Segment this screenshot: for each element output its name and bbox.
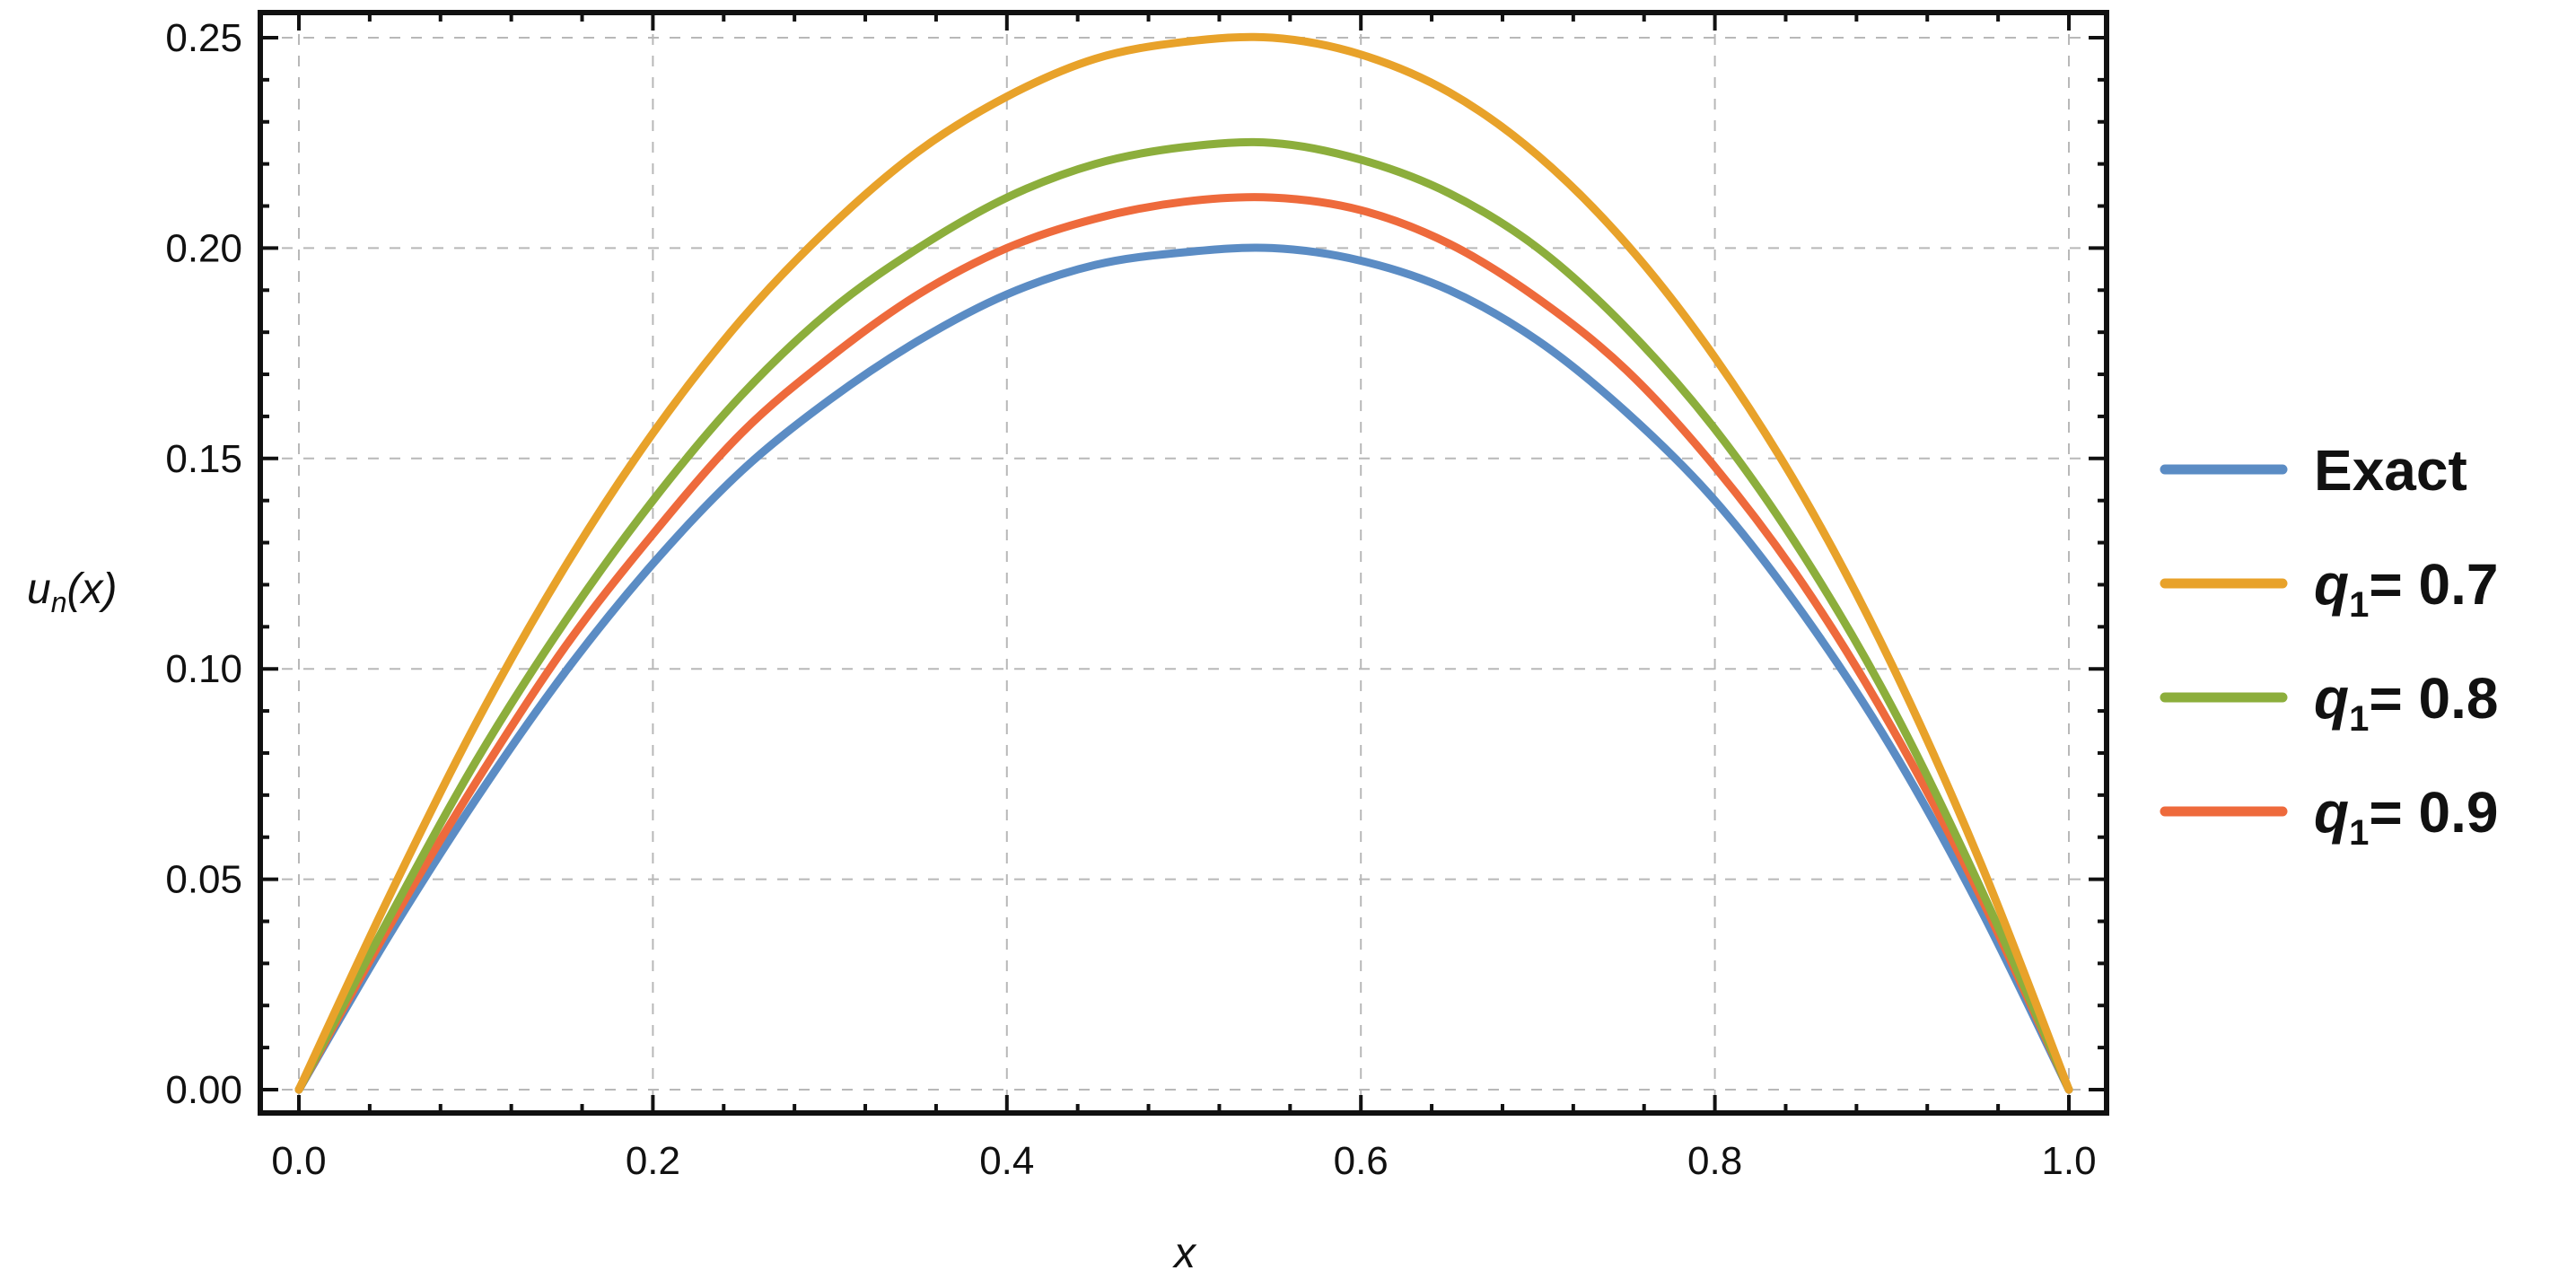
y-tick-label: 0.25: [165, 16, 242, 60]
x-tick-label: 1.0: [2041, 1139, 2096, 1183]
y-tick-label: 0.00: [165, 1068, 242, 1112]
x-tick-label: 0.2: [626, 1139, 680, 1183]
series-line-q1-0-8: [294, 137, 2073, 1094]
y-axis-label-base: u: [27, 565, 51, 613]
y-tick-label: 0.15: [165, 437, 242, 481]
x-tick-labels: 0.0 0.2 0.4 0.6 0.8 1.0: [271, 1139, 2096, 1183]
y-tick-labels: 0.00 0.05 0.10 0.15 0.20 0.25: [165, 16, 242, 1112]
series-line-q1-0-7: [294, 32, 2073, 1094]
legend-label-q1-0-9: q1= 0.9: [2314, 780, 2498, 853]
grid-lines: [260, 13, 2107, 1113]
x-tick-label: 0.6: [1334, 1139, 1389, 1183]
legend: Exact q1= 0.7 q1= 0.8 q1= 0.9: [2160, 438, 2498, 853]
y-axis-label-rest: (x): [67, 565, 118, 613]
series-line-q1-0-9: [294, 193, 2073, 1094]
legend-label-exact: Exact: [2314, 438, 2467, 503]
y-axis-label: un(x): [27, 565, 117, 618]
y-tick-label: 0.05: [165, 858, 242, 902]
x-tick-label: 0.0: [271, 1139, 326, 1183]
y-tick-label: 0.20: [165, 226, 242, 270]
plot-frame: [258, 10, 2109, 1116]
y-tick-label: 0.10: [165, 647, 242, 691]
x-axis-label: x: [1172, 1230, 1197, 1277]
legend-label-q1-0-8: q1= 0.8: [2314, 666, 2498, 739]
axis-ticks: [260, 13, 2107, 1113]
legend-label-q1-0-7: q1= 0.7: [2314, 552, 2498, 625]
series-line-exact: [294, 243, 2073, 1094]
series-lines: [294, 32, 2073, 1094]
y-axis-label-sub: n: [51, 586, 67, 618]
x-tick-label: 0.4: [979, 1139, 1034, 1183]
x-tick-label: 0.8: [1687, 1139, 1742, 1183]
